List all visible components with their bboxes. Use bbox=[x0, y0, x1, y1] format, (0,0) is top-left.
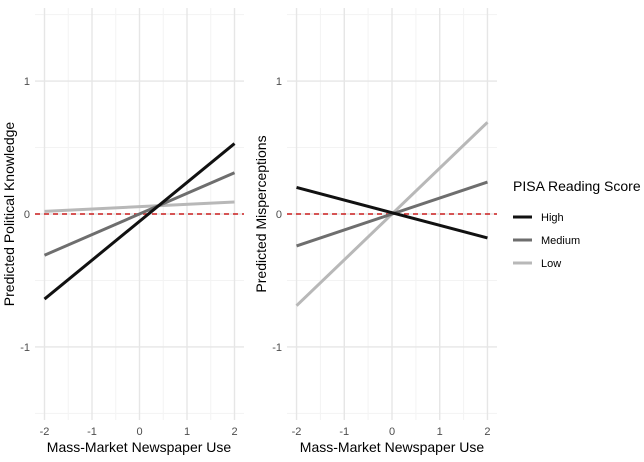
legend-item-medium: Medium bbox=[513, 235, 580, 247]
series-line-medium bbox=[43, 171, 236, 257]
x-tick-label: 2 bbox=[484, 426, 490, 438]
legend-item-low: Low bbox=[513, 258, 561, 270]
y-tick-label: -1 bbox=[20, 342, 30, 354]
legend-label-medium: Medium bbox=[541, 235, 580, 247]
y-tick-label: 1 bbox=[276, 76, 282, 88]
x-tick-label: -2 bbox=[40, 426, 50, 438]
x-tick-label: 2 bbox=[231, 426, 237, 438]
series-line-high bbox=[296, 185, 488, 240]
legend: PISA Reading Score High Medium Low bbox=[513, 178, 641, 270]
legend-label-high: High bbox=[541, 212, 564, 224]
x-tick-label: -1 bbox=[87, 426, 97, 438]
x-tick-label: 1 bbox=[437, 426, 443, 438]
x-axis-title: Mass-Market Newspaper Use bbox=[47, 439, 232, 455]
y-axis-title: Predicted Misperceptions bbox=[253, 135, 269, 292]
y-axis-title: Predicted Political Knowledge bbox=[1, 122, 17, 307]
y-tick-label: 0 bbox=[276, 209, 282, 221]
x-tick-label: 0 bbox=[136, 426, 142, 438]
legend-title: PISA Reading Score bbox=[513, 178, 641, 194]
x-tick-label: -1 bbox=[339, 426, 349, 438]
series-line-high bbox=[43, 142, 236, 301]
x-tick-label: 0 bbox=[389, 426, 395, 438]
x-tick-label: 1 bbox=[184, 426, 190, 438]
y-tick-label: -1 bbox=[272, 342, 282, 354]
y-tick-label: 0 bbox=[24, 209, 30, 221]
x-tick-label: -2 bbox=[292, 426, 302, 438]
legend-item-high: High bbox=[513, 212, 564, 224]
series-line-low bbox=[44, 200, 235, 213]
legend-label-low: Low bbox=[541, 258, 561, 270]
y-tick-label: 1 bbox=[24, 76, 30, 88]
x-axis-title: Mass-Market Newspaper Use bbox=[300, 439, 485, 455]
